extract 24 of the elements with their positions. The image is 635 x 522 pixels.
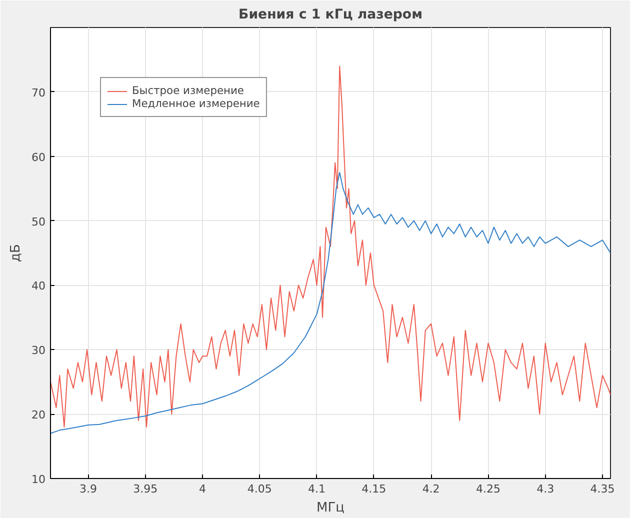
line-series [50,172,610,434]
x-axis-title: МГц [316,500,345,516]
y-tick-label: 40 [32,280,46,293]
x-tick-label: 4.35 [590,482,615,496]
x-tick-label: 4.2 [422,482,440,496]
x-tick-label: 4.25 [476,482,500,496]
y-tick-label: 60 [32,150,46,164]
x-tick-label: 3.95 [133,482,158,496]
legend-label: Быстрое измерение [132,84,244,97]
y-tick-label: 50 [32,215,46,228]
y-tick-label: 70 [32,86,46,100]
x-tick-label: 4 [199,482,206,496]
x-tick-label: 3.9 [79,482,97,496]
y-axis-title: дБ [8,244,24,262]
x-tick-label: 4.3 [536,482,554,496]
y-tick-label: 10 [32,473,46,486]
line-series [50,66,610,428]
x-tick-label: 4.05 [247,482,272,496]
x-tick-label: 4.1 [308,482,326,496]
y-tick-label: 20 [32,408,46,422]
legend-label: Медленное измерение [132,97,260,110]
y-tick-label: 30 [32,344,46,358]
chart-title: Биения с 1 кГц лазером [238,8,422,22]
x-tick-label: 4.15 [362,482,386,496]
